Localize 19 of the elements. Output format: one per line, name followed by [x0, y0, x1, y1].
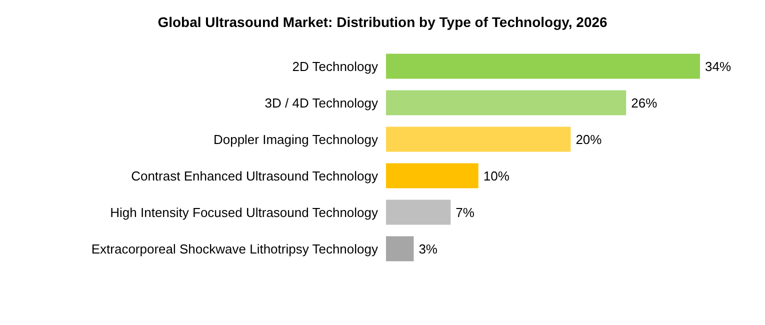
data-label: 7% — [456, 204, 475, 220]
bar — [386, 90, 626, 116]
data-label: 20% — [576, 132, 602, 147]
bar — [386, 200, 451, 225]
data-label: 34% — [705, 58, 732, 74]
data-label: 10% — [483, 168, 510, 184]
data-label: 26% — [631, 95, 658, 110]
y-tick-label: Contrast Enhanced Ultrasound Technology — [131, 168, 378, 184]
y-tick-label: 3D / 4D Technology — [264, 95, 378, 110]
bar — [386, 236, 414, 262]
bar — [386, 163, 478, 188]
y-tick-label: 2D Technology — [292, 58, 378, 74]
bar — [386, 54, 700, 79]
data-label: 3% — [418, 241, 438, 256]
y-tick-label: High Intensity Focused Ultrasound Technology — [110, 204, 378, 220]
chart-title: Global Ultrasound Market: Distribution by Type of Technology, 2026 — [158, 14, 608, 30]
y-tick-label: Extracorporeal Shockwave Lithotripsy Technology — [91, 241, 378, 256]
y-tick-label: Doppler Imaging Technology — [213, 132, 378, 147]
bar — [386, 126, 571, 152]
